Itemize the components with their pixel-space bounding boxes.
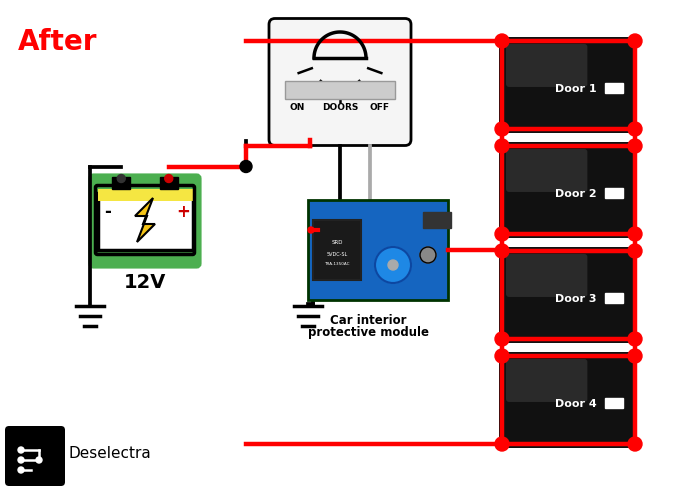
Circle shape [240, 161, 252, 172]
Bar [605, 293, 623, 303]
Text: Door 4: Door 4 [555, 399, 597, 409]
Circle shape [18, 457, 24, 463]
Circle shape [18, 467, 24, 473]
FancyBboxPatch shape [269, 19, 411, 145]
Text: Door 1: Door 1 [555, 84, 597, 94]
Circle shape [495, 227, 509, 241]
FancyBboxPatch shape [5, 426, 65, 486]
Text: SRD: SRD [331, 240, 343, 244]
Bar [160, 177, 177, 188]
Bar [605, 83, 623, 93]
Circle shape [420, 247, 436, 263]
Circle shape [495, 34, 509, 48]
Circle shape [117, 175, 125, 183]
Text: DOORS: DOORS [322, 103, 358, 112]
Text: Deselectra: Deselectra [69, 446, 152, 461]
Polygon shape [135, 198, 155, 242]
Text: -: - [104, 203, 111, 221]
Circle shape [36, 457, 42, 463]
FancyBboxPatch shape [506, 149, 588, 192]
Circle shape [495, 437, 509, 451]
Circle shape [18, 447, 24, 453]
Circle shape [495, 332, 509, 346]
Bar [308, 200, 448, 300]
Text: Door 2: Door 2 [555, 189, 597, 199]
Circle shape [308, 227, 314, 233]
Bar [605, 188, 623, 198]
Bar [313, 220, 361, 280]
FancyBboxPatch shape [506, 44, 588, 87]
Text: Car interior: Car interior [330, 314, 406, 327]
Circle shape [375, 247, 411, 283]
Circle shape [628, 244, 642, 258]
FancyBboxPatch shape [90, 176, 199, 266]
Text: ON: ON [290, 103, 305, 112]
FancyBboxPatch shape [499, 247, 637, 343]
Text: +: + [176, 203, 190, 221]
Circle shape [495, 122, 509, 136]
Circle shape [165, 175, 173, 183]
FancyBboxPatch shape [499, 352, 637, 448]
Bar [97, 192, 192, 249]
Circle shape [628, 332, 642, 346]
Circle shape [628, 437, 642, 451]
Bar [112, 177, 131, 188]
Bar [423, 212, 451, 228]
Circle shape [628, 139, 642, 153]
Text: protective module: protective module [307, 326, 428, 339]
FancyBboxPatch shape [506, 359, 588, 402]
Text: After: After [18, 28, 97, 56]
Text: 5VDC-SL: 5VDC-SL [326, 251, 347, 257]
FancyBboxPatch shape [499, 142, 637, 238]
Circle shape [628, 227, 642, 241]
Circle shape [388, 260, 398, 270]
Circle shape [628, 122, 642, 136]
FancyBboxPatch shape [499, 37, 637, 133]
Circle shape [495, 349, 509, 363]
Circle shape [495, 244, 509, 258]
Text: OFF: OFF [370, 103, 390, 112]
Text: TRA-1350AC: TRA-1350AC [324, 262, 350, 266]
Bar [285, 81, 395, 99]
FancyBboxPatch shape [506, 254, 588, 297]
Bar [605, 398, 623, 408]
Circle shape [495, 139, 509, 153]
Bar [97, 188, 192, 201]
Circle shape [628, 34, 642, 48]
Text: 12V: 12V [124, 273, 166, 292]
Text: Door 3: Door 3 [556, 294, 597, 304]
Circle shape [628, 349, 642, 363]
